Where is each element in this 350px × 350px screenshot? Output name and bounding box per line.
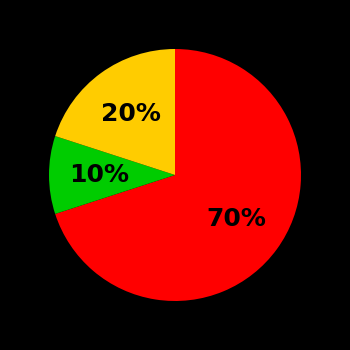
Wedge shape bbox=[49, 136, 175, 214]
Text: 20%: 20% bbox=[101, 102, 161, 126]
Wedge shape bbox=[55, 49, 175, 175]
Wedge shape bbox=[55, 49, 301, 301]
Text: 70%: 70% bbox=[206, 208, 266, 231]
Text: 10%: 10% bbox=[69, 163, 130, 187]
